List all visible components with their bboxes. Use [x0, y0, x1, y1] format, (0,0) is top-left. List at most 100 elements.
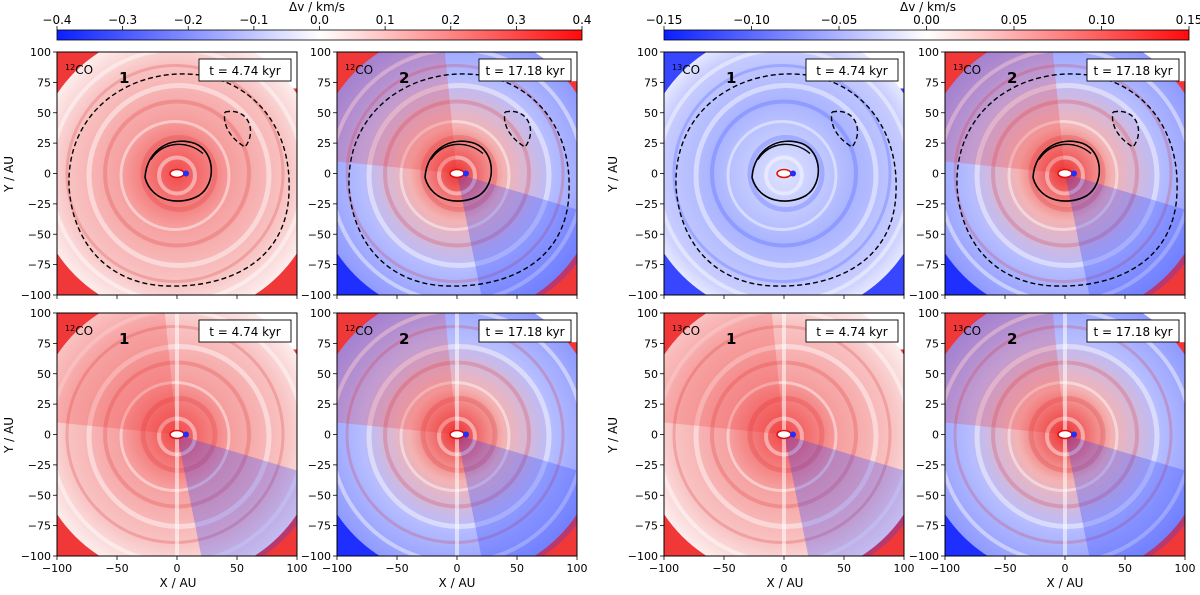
species-label: 12CO	[65, 324, 93, 338]
y-tick-label: −25	[28, 198, 51, 211]
panel-7: 13CO 1 t = 4.74 kyr 100 75 50 25 0 −25 −50 −75 −100…	[628, 307, 915, 575]
central-source	[1057, 429, 1073, 440]
y-tick-label: 100	[310, 307, 331, 320]
panel-4: 13CO 2 t = 17.18 kyr 100 75 50 25 0 −25 −50 −75 −10…	[909, 46, 1186, 302]
x-tick-label: −100	[322, 562, 352, 575]
y-tick-label: 75	[317, 76, 331, 89]
model-number: 1	[726, 330, 736, 348]
y-tick-label: 50	[925, 107, 939, 120]
sector-wedge	[57, 313, 177, 435]
central-blue-spot	[463, 431, 469, 438]
ring-texture	[953, 64, 1173, 283]
ring-texture	[65, 64, 285, 283]
sector-wedge	[177, 434, 297, 556]
ring-texture	[1028, 135, 1106, 212]
ylabel-top-left: Y / AU	[2, 156, 16, 193]
x-tick-label: 0	[1062, 562, 1069, 575]
x-tick-label: 100	[1175, 562, 1196, 575]
y-tick-label: 0	[44, 429, 51, 442]
sector-wedge	[337, 52, 457, 174]
x-tick-label: −50	[385, 562, 408, 575]
species-label: 12CO	[65, 63, 93, 77]
y-tick-label: 0	[651, 168, 658, 181]
colorbar-tick-label: 0.05	[1001, 13, 1028, 27]
dashed-contour-small	[223, 110, 252, 148]
ring-texture	[119, 120, 231, 231]
solid-contour-arc	[757, 143, 811, 160]
central-blue-spot	[790, 170, 796, 177]
y-tick-label: 100	[310, 46, 331, 59]
model-number: 1	[119, 330, 129, 348]
x-tick-label: 0	[174, 562, 181, 575]
y-tick-label: 75	[644, 76, 658, 89]
central-blue-spot	[790, 431, 796, 438]
central-blue-spot	[463, 170, 469, 177]
xlabel-1: X / AU	[160, 576, 197, 590]
y-tick-label: 25	[925, 398, 939, 411]
panel-5: 12CO 1 t = 4.74 kyr 100 75 50 25 0 −25 −50 −75 −100…	[21, 307, 308, 575]
panel-8: 13CO 2 t = 17.18 kyr 100 75 50 25 0 −25 −50 −75 −10…	[909, 307, 1196, 575]
y-tick-label: −100	[909, 289, 939, 302]
y-tick-label: 100	[30, 46, 51, 59]
y-tick-label: 0	[324, 429, 331, 442]
y-tick-label: 25	[925, 137, 939, 150]
y-tick-label: 25	[644, 398, 658, 411]
colorbar-tick-label: −0.3	[108, 13, 137, 27]
colorbar-tick-label: 0.4	[572, 13, 591, 27]
sector-wedge	[784, 434, 904, 556]
x-tick-label: 0	[454, 562, 461, 575]
y-tick-label: −25	[28, 459, 51, 472]
time-label: t = 4.74 kyr	[816, 64, 888, 78]
sector-wedge	[457, 173, 577, 295]
time-label: t = 4.74 kyr	[816, 325, 888, 339]
y-tick-label: −100	[301, 550, 331, 563]
model-number: 2	[399, 69, 409, 87]
central-source	[776, 429, 792, 440]
panel-2: 12CO 2 t = 17.18 kyr 100 75 50 25 0 −25 −50 −75 −10…	[301, 46, 578, 302]
y-tick-label: −50	[635, 228, 658, 241]
dashed-contour	[956, 73, 1178, 287]
y-tick-label: 100	[30, 307, 51, 320]
sector-wedge	[457, 434, 577, 556]
time-label: t = 4.74 kyr	[209, 64, 281, 78]
y-tick-label: −100	[21, 289, 51, 302]
colorbar-tick-label: 0.0	[310, 13, 329, 27]
y-tick-label: 50	[317, 368, 331, 381]
y-tick-label: −50	[916, 228, 939, 241]
ring-texture	[726, 120, 838, 231]
y-tick-label: 50	[317, 107, 331, 120]
panel-1: 12CO 1 t = 4.74 kyr 100 75 50 25 0 −25 −50 −75 −100	[21, 46, 298, 302]
ring-texture	[437, 155, 477, 196]
central-blue-spot	[183, 170, 189, 177]
y-tick-label: 75	[37, 337, 51, 350]
y-tick-label: 25	[37, 137, 51, 150]
solid-contour-arc	[150, 143, 204, 160]
ylabel-top-right: Y / AU	[606, 156, 620, 193]
central-blue-spot	[1071, 431, 1077, 438]
ring-texture	[366, 83, 552, 268]
model-number: 2	[399, 330, 409, 348]
colorbar-tick-label: −0.1	[239, 13, 268, 27]
xlabel-2: X / AU	[439, 576, 476, 590]
y-tick-label: −50	[28, 489, 51, 502]
y-tick-label: −75	[308, 520, 331, 533]
y-tick-label: 100	[637, 46, 658, 59]
y-tick-label: −75	[635, 520, 658, 533]
y-tick-label: 75	[644, 337, 658, 350]
ylabel-bottom-right: Y / AU	[606, 417, 620, 454]
y-tick-label: 0	[44, 168, 51, 181]
sector-wedge	[1065, 173, 1185, 295]
species-label: 13CO	[672, 63, 700, 77]
sector-wedge	[664, 313, 784, 435]
x-tick-label: 100	[287, 562, 308, 575]
central-source	[449, 429, 465, 440]
x-tick-label: 50	[230, 562, 244, 575]
species-label: 12CO	[345, 63, 373, 77]
y-tick-label: −75	[28, 259, 51, 272]
y-tick-label: 0	[932, 429, 939, 442]
colorbar-tick-label: 0.3	[507, 13, 526, 27]
y-tick-label: −75	[308, 259, 331, 272]
x-tick-label: 100	[567, 562, 588, 575]
y-tick-label: −75	[635, 259, 658, 272]
colorbar-tick-label: −0.4	[42, 13, 71, 27]
